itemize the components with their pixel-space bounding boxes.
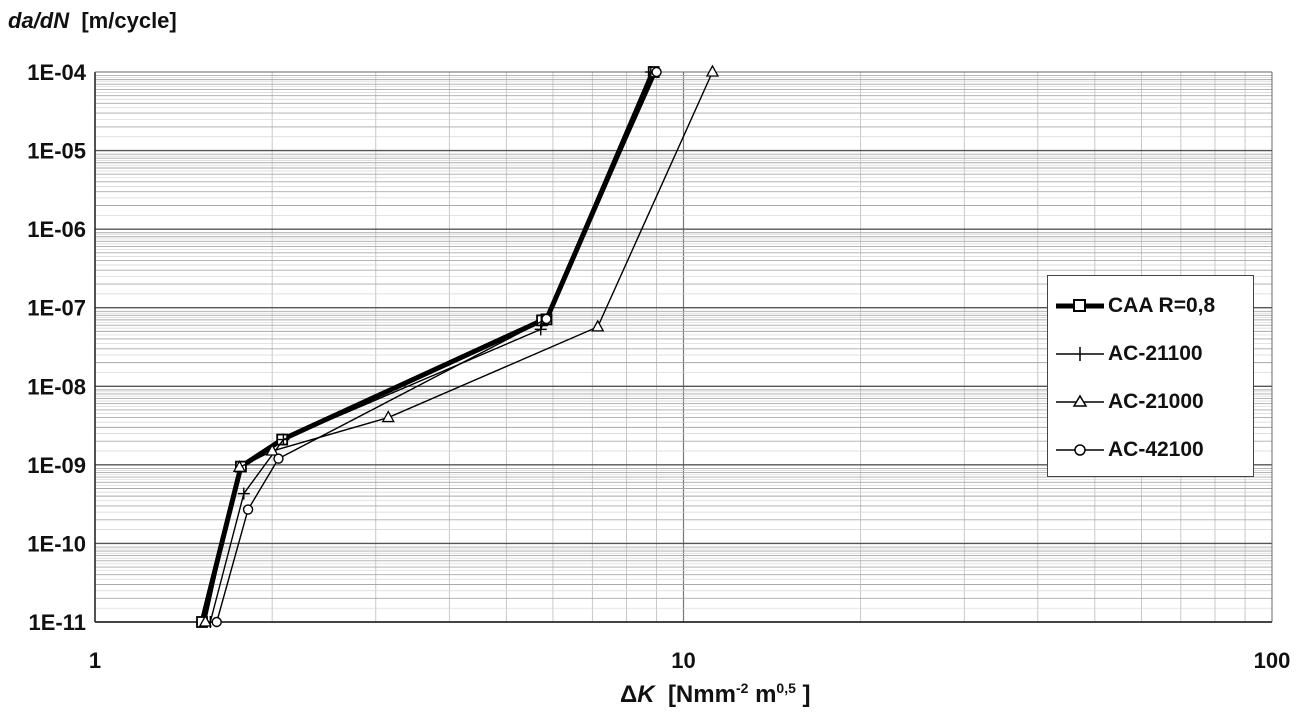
data-point-triangle <box>381 410 395 423</box>
y-tick-label: 1E-09 <box>27 453 86 478</box>
data-point-plus <box>237 487 250 500</box>
data-point-triangle <box>232 459 247 472</box>
x-tick-label: 100 <box>1254 648 1291 673</box>
legend-swatch-square <box>1056 299 1104 312</box>
data-point-circle <box>541 313 552 325</box>
tick-labels: 1E-04 1E-05 1E-06 1E-07 1E-08 1E-09 1E-10 1E-11… <box>27 60 1290 673</box>
y-tick-label: 1E-11 <box>29 610 87 635</box>
data-point-circle <box>242 504 254 515</box>
x-axis-unit-close: ] <box>795 681 811 708</box>
legend-item-caa: CAA R=0,8 <box>1048 286 1253 326</box>
grid <box>94 72 1272 623</box>
series-ac-42100 <box>211 66 662 628</box>
y-tick-label: 1E-05 <box>27 139 86 164</box>
x-axis-prefix: Δ <box>620 681 638 708</box>
legend-swatch-triangle <box>1056 394 1104 407</box>
y-tick-label: 1E-04 <box>27 60 86 85</box>
y-axis-unit: [m/cycle] <box>81 8 177 33</box>
legend: CAA R=0,8 AC-21100 AC-21000 AC-42100 <box>1047 275 1254 477</box>
axes <box>94 71 1273 623</box>
x-axis-unit-open: [Nmm <box>667 681 736 708</box>
x-axis-variable: K <box>637 681 655 708</box>
legend-label: AC-21100 <box>1108 342 1203 365</box>
x-axis-exp2: 0,5 <box>776 680 796 696</box>
data-point-triangle <box>198 614 212 627</box>
data-point-triangle <box>591 319 605 332</box>
legend-item-ac21000: AC-21000 <box>1048 382 1253 422</box>
series-line <box>204 71 714 623</box>
series-layer <box>196 64 720 628</box>
legend-item-ac42100: AC-42100 <box>1048 430 1253 470</box>
x-tick-label: 1 <box>89 648 101 673</box>
data-point-plus <box>277 433 290 446</box>
x-axis-title: ΔK [Nmm-2 m0,5 ] <box>620 680 811 709</box>
data-point-circle <box>651 66 662 78</box>
data-point-circle <box>273 453 284 464</box>
legend-swatch-plus <box>1056 347 1104 361</box>
y-tick-label: 1E-10 <box>27 531 86 556</box>
legend-label: CAA R=0,8 <box>1108 294 1216 317</box>
x-tick-label: 10 <box>671 648 695 673</box>
y-axis-variable: da/dN <box>8 8 70 33</box>
legend-label: AC-21000 <box>1108 390 1204 413</box>
y-tick-label: 1E-06 <box>27 217 86 242</box>
y-axis-title: da/dN [m/cycle] <box>8 8 177 34</box>
series-ac-21000 <box>198 64 720 627</box>
legend-swatch-circle <box>1056 444 1104 456</box>
data-point-plus <box>534 323 547 336</box>
x-axis-exp1: -2 <box>735 680 749 696</box>
legend-item-ac21100: AC-21100 <box>1048 334 1253 374</box>
legend-label: AC-42100 <box>1108 438 1204 461</box>
data-point-circle <box>211 616 222 628</box>
y-tick-label: 1E-08 <box>27 374 86 399</box>
data-point-triangle <box>265 443 279 456</box>
x-axis-unit-mid: m <box>748 681 777 708</box>
y-tick-label: 1E-07 <box>27 296 86 321</box>
data-point-triangle <box>705 64 720 77</box>
